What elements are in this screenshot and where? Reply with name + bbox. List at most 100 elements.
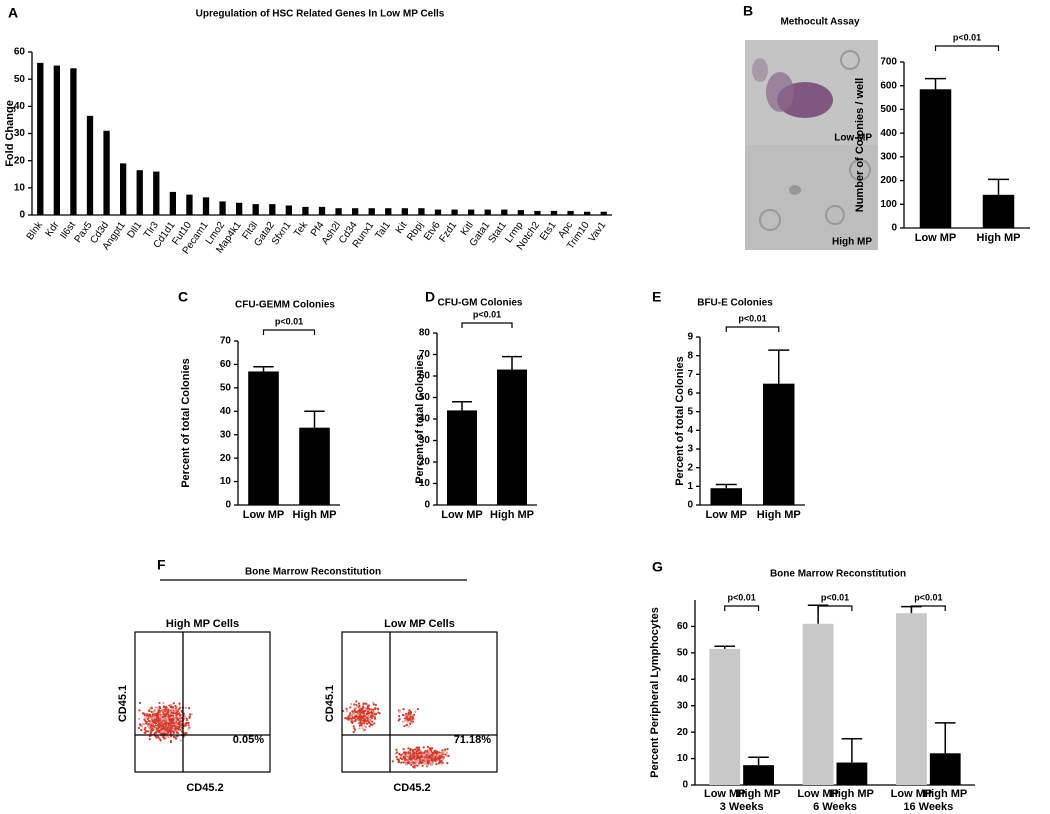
chart-title: CFU-GM Colonies [438, 298, 523, 309]
event-dot [163, 737, 166, 740]
event-dot [417, 746, 421, 749]
event-dot [359, 713, 362, 717]
event-dot [367, 704, 371, 707]
event-dot [156, 706, 159, 709]
event-dot [373, 717, 376, 720]
event-dot [364, 719, 367, 723]
event-dot [170, 722, 173, 725]
y-tick-label: 50 [677, 647, 689, 658]
y-tick-label: 20 [677, 727, 689, 738]
event-dot [166, 728, 169, 731]
chart-title: CFU-GEMM Colonies [235, 300, 335, 311]
event-dot [418, 755, 421, 758]
event-dot [409, 748, 412, 751]
event-dot [179, 739, 182, 742]
event-dot [421, 764, 424, 767]
event-dot [164, 722, 167, 725]
event-dot [360, 724, 363, 727]
bar [252, 204, 259, 215]
event-dot [409, 761, 412, 764]
event-dot [179, 718, 182, 721]
y-axis-label: CD45.1 [117, 685, 129, 722]
event-dot [352, 725, 355, 728]
annotation: p<0.01 [728, 592, 756, 602]
event-dot [347, 716, 350, 719]
event-dot [169, 718, 172, 721]
event-dot [147, 715, 150, 718]
event-dot [162, 725, 165, 728]
y-tick-label: 40 [220, 406, 232, 417]
event-dot [155, 716, 159, 719]
event-dot [172, 702, 175, 705]
event-dot [440, 761, 443, 764]
y-tick-label: 9 [687, 332, 693, 343]
event-dot [190, 713, 193, 716]
event-dot [365, 722, 369, 725]
image-label: High MP [832, 237, 872, 248]
y-tick-label: 10 [419, 478, 431, 489]
bar [517, 210, 525, 215]
event-dot [358, 727, 361, 730]
event-dot [158, 737, 161, 740]
event-dot [176, 731, 179, 735]
event-dot [407, 747, 410, 750]
event-dot [409, 722, 412, 726]
x-tick-label: Stat1 [486, 220, 509, 246]
event-dot [411, 715, 414, 718]
micrograph: Low MP High MP [745, 40, 878, 250]
event-dot [352, 730, 355, 734]
event-dot [138, 709, 141, 712]
event-dot [349, 706, 352, 709]
event-dot [368, 713, 371, 716]
event-dot [167, 722, 170, 725]
event-dot [409, 715, 412, 718]
event-dot [425, 756, 429, 759]
event-dot [138, 701, 142, 705]
event-dot [403, 719, 407, 722]
event-dot [183, 715, 187, 718]
event-dot [148, 709, 151, 712]
event-dot [162, 702, 165, 705]
event-dot [370, 720, 374, 723]
event-dot [358, 724, 361, 727]
x-tick-label: High MP [757, 509, 801, 521]
event-dot [407, 711, 410, 714]
panel-letter: E [652, 289, 661, 305]
event-dot [402, 761, 405, 764]
event-dot [178, 725, 181, 729]
bar [418, 208, 425, 215]
event-dot [363, 718, 366, 721]
event-dot [368, 725, 371, 728]
event-dot [160, 728, 163, 731]
annotation: p<0.01 [738, 313, 766, 323]
event-dot [414, 710, 417, 713]
bar [53, 65, 61, 215]
plot-title: Low MP Cells [384, 618, 455, 630]
bar [219, 201, 226, 215]
event-dot [398, 752, 401, 756]
event-dot [428, 756, 432, 759]
event-dot [175, 714, 178, 717]
event-dot [138, 717, 141, 720]
event-dot [165, 706, 168, 709]
y-tick-label: 20 [419, 457, 431, 468]
y-tick-label: 10 [220, 476, 232, 487]
y-tick-label: 30 [14, 128, 26, 139]
event-dot [358, 704, 361, 707]
event-dot [347, 718, 350, 721]
y-tick-label: 20 [220, 453, 232, 464]
cell-ring [759, 209, 781, 231]
event-dot [409, 754, 412, 757]
event-dot [413, 765, 416, 768]
quadrant-label: 0.05% [233, 734, 264, 746]
event-dot [361, 722, 364, 725]
event-dot [162, 718, 165, 721]
event-dot [437, 751, 441, 754]
bar [285, 205, 293, 215]
bar [600, 211, 607, 215]
event-dot [402, 748, 405, 751]
event-dot [153, 721, 156, 724]
event-dot [162, 713, 165, 716]
event-dot [353, 708, 356, 711]
event-dot [185, 732, 188, 735]
